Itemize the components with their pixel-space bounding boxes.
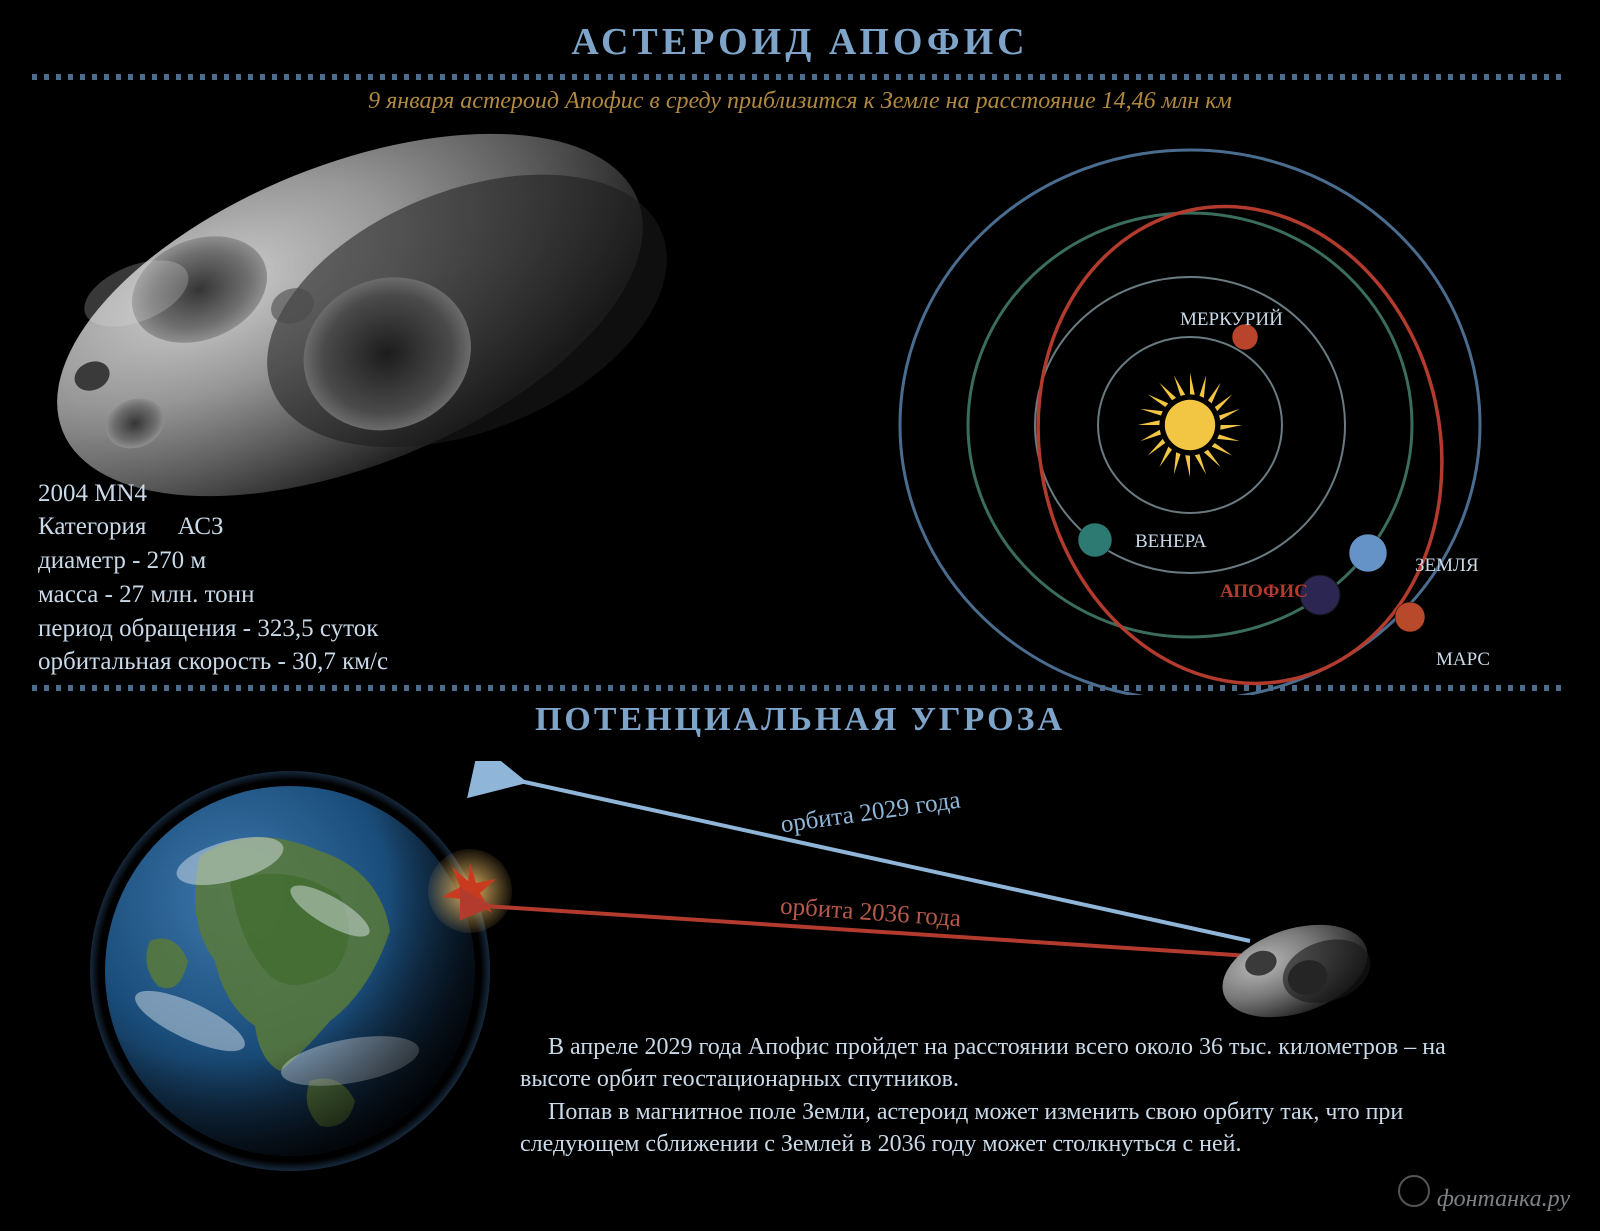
watermark-emblem (1398, 1175, 1430, 1207)
spec-line: Категория АСЗ (38, 510, 388, 544)
svg-text:АПОФИС: АПОФИС (1220, 581, 1308, 602)
threat-paragraph: В апреле 2029 года Апофис пройдет на рас… (520, 1031, 1480, 1096)
upper-section: 2004 MN4 Категория АСЗ диаметр - 270 м м… (0, 125, 1600, 685)
spec-line: 2004 MN4 (38, 477, 388, 511)
divider-dots-top (32, 74, 1568, 80)
asteroid-specs: 2004 MN4 Категория АСЗ диаметр - 270 м м… (38, 477, 388, 680)
threat-paragraph: Попав в магнитное поле Земли, астероид м… (520, 1096, 1480, 1161)
spec-line: масса - 27 млн. тонн (38, 578, 388, 612)
svg-text:ЗЕМЛЯ: ЗЕМЛЯ (1415, 555, 1479, 576)
threat-title: ПОТЕНЦИАЛЬНАЯ УГРОЗА (0, 701, 1600, 739)
small-asteroid-icon (1210, 911, 1380, 1031)
spec-line: период обращения - 323,5 суток (38, 612, 388, 646)
earth-illustration (80, 761, 500, 1181)
svg-text:МЕРКУРИЙ: МЕРКУРИЙ (1180, 309, 1283, 330)
asteroid-illustration (0, 105, 710, 525)
spec-line: диаметр - 270 м (38, 544, 388, 578)
orbit-svg: МЕРКУРИЙ ВЕНЕРА ЗЕМЛЯ МАРС АПОФИС (880, 135, 1560, 695)
lower-section: орбита 2029 года орбита 2036 года В апре… (0, 751, 1600, 1231)
main-title: АСТЕРОИД АПОФИС (0, 0, 1600, 74)
svg-text:МАРС: МАРС (1436, 649, 1490, 670)
svg-text:ВЕНЕРА: ВЕНЕРА (1135, 531, 1207, 552)
spec-line: орбитальная скорость - 30,7 км/с (38, 645, 388, 679)
orbit-diagram: МЕРКУРИЙ ВЕНЕРА ЗЕМЛЯ МАРС АПОФИС (880, 125, 1600, 685)
asteroid-panel: 2004 MN4 Категория АСЗ диаметр - 270 м м… (0, 125, 880, 685)
threat-text: В апреле 2029 года Апофис пройдет на рас… (520, 1031, 1480, 1161)
